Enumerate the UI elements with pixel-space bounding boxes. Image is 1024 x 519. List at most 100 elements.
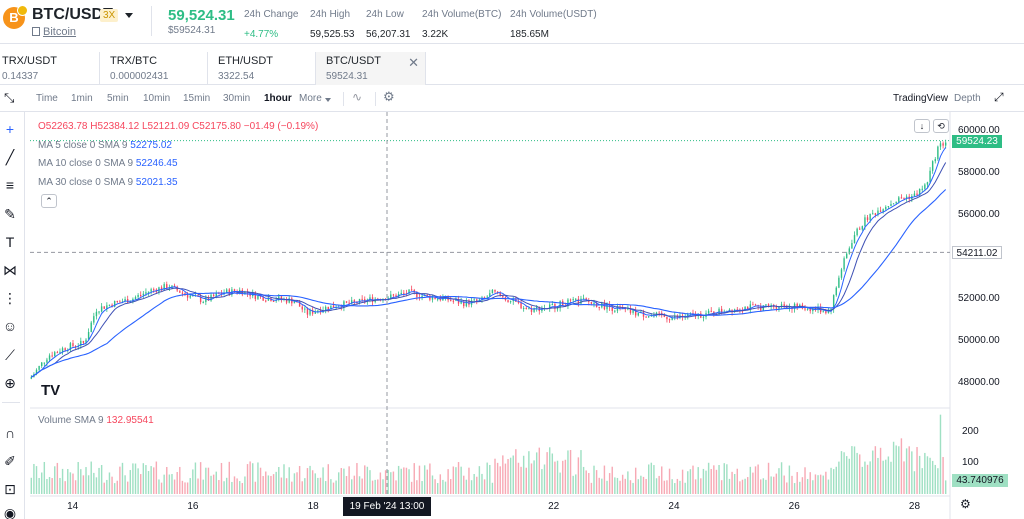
volume-bars: [30, 414, 947, 494]
volume-bar: [233, 476, 236, 494]
interval-time[interactable]: Time: [36, 93, 58, 104]
volume-bar: [522, 455, 525, 494]
candle-body: [280, 296, 283, 300]
lock-icon[interactable]: ⊡: [4, 481, 16, 497]
more-dropdown-icon[interactable]: [325, 98, 331, 102]
magnet-icon[interactable]: ∩: [4, 425, 16, 441]
time-axis-label: 22: [548, 501, 560, 512]
tab-trx-usdt[interactable]: TRX/USDT 0.14337: [0, 52, 100, 85]
text-tool-icon[interactable]: T: [5, 234, 15, 250]
volume-bar: [801, 477, 804, 494]
volume-bar: [160, 482, 163, 494]
interval-5min[interactable]: 5min: [107, 93, 129, 104]
tab-btc-usdt[interactable]: BTC/USDT 59524.31 ✕: [316, 52, 426, 85]
symbol-dropdown-icon[interactable]: [125, 13, 133, 18]
brush-icon[interactable]: ✎: [4, 206, 16, 222]
tab-trx-btc[interactable]: TRX/BTC 0.000002431: [100, 52, 208, 85]
draw-tools-toggle-icon[interactable]: ⤡: [4, 90, 15, 105]
candle-body: [436, 298, 439, 300]
volume-bar: [77, 462, 79, 494]
volume-bar: [311, 470, 314, 494]
fib-icon[interactable]: ⋮: [3, 290, 17, 306]
volume-bar: [507, 459, 509, 494]
stat-label: 24h Low: [366, 9, 404, 20]
candle-body: [809, 308, 811, 312]
volume-bar: [788, 465, 791, 494]
candle-body: [666, 316, 668, 320]
candle-body: [746, 306, 749, 310]
volume-bar: [931, 460, 934, 494]
volume-bar: [121, 462, 124, 494]
horizontal-lines-icon[interactable]: ≡: [5, 177, 15, 193]
lock-drawing-icon[interactable]: ✐: [4, 453, 16, 469]
zoom-in-icon[interactable]: ⊕: [4, 375, 16, 391]
volume-bar: [629, 480, 632, 494]
trend-line-icon[interactable]: ╱: [5, 149, 15, 165]
chart-settings-gear-icon[interactable]: ⚙: [960, 497, 971, 511]
volume-bar: [59, 477, 61, 494]
volume-bar: [577, 457, 580, 494]
candle-body: [153, 289, 155, 291]
reset-chart-icon[interactable]: ⟲: [933, 119, 949, 133]
close-tab-icon[interactable]: ✕: [408, 55, 419, 70]
volume-bar: [194, 462, 197, 494]
eye-icon[interactable]: ◉: [3, 505, 17, 519]
emoji-icon[interactable]: ☺: [2, 318, 18, 334]
volume-bar: [707, 462, 710, 494]
candle-body: [585, 298, 587, 301]
fullscreen-icon[interactable]: ⤢: [994, 90, 1004, 104]
volume-label: Volume SMA 9: [38, 415, 104, 426]
interval-more[interactable]: More: [299, 93, 322, 104]
indicator-icon[interactable]: ∿: [352, 90, 363, 104]
candle-body: [460, 301, 462, 304]
volume-bar: [278, 466, 280, 494]
candle-body: [353, 300, 356, 302]
volume-axis-label: 100: [962, 456, 979, 468]
volume-bar: [736, 468, 738, 494]
candle-body: [218, 293, 220, 295]
settings-gear-icon[interactable]: ⚙: [383, 89, 395, 104]
scroll-to-latest-icon[interactable]: ↓: [914, 119, 930, 133]
volume-bar: [611, 466, 613, 494]
volume-legend[interactable]: Volume SMA 9 132.95541: [38, 415, 154, 426]
interval-30min[interactable]: 30min: [223, 93, 251, 104]
interval-1min[interactable]: 1min: [71, 93, 93, 104]
candle-body: [90, 322, 92, 333]
volume-bar: [650, 462, 653, 494]
volume-bar: [700, 478, 702, 494]
volume-bar: [67, 469, 69, 494]
volume-bar: [551, 453, 554, 494]
volume-bar: [429, 463, 431, 494]
crosshair-icon[interactable]: +: [5, 121, 15, 137]
stat-value: 59,525.53: [310, 29, 355, 40]
candle-body: [674, 315, 676, 318]
candle-body: [627, 308, 629, 310]
candle-body: [309, 309, 311, 315]
volume-bar: [530, 463, 533, 494]
candle-body: [463, 301, 465, 307]
view-depth[interactable]: Depth: [954, 93, 981, 104]
ruler-icon[interactable]: ⟋: [5, 347, 15, 363]
price-chart[interactable]: [0, 112, 1024, 519]
symbol-title[interactable]: BTC/USDT: [32, 6, 113, 23]
volume-bar: [528, 451, 530, 494]
candle-body: [806, 308, 809, 310]
interval-10min[interactable]: 10min: [143, 93, 171, 104]
view-tradingview[interactable]: TradingView: [893, 93, 949, 104]
interval-15min[interactable]: 15min: [183, 93, 211, 104]
pattern-icon[interactable]: ⋈: [3, 262, 17, 278]
ma5-legend[interactable]: MA 5 close 0 SMA 9 52275.02: [38, 140, 172, 151]
interval-1hour[interactable]: 1hour: [264, 93, 292, 104]
volume-bar: [153, 467, 155, 494]
coin-info-link[interactable]: Bitcoin: [32, 26, 76, 38]
candle-body: [835, 287, 837, 296]
candle-body: [189, 295, 191, 298]
tab-eth-usdt[interactable]: ETH/USDT 3322.54: [208, 52, 316, 85]
ma10-legend[interactable]: MA 10 close 0 SMA 9 52246.45: [38, 158, 178, 169]
volume-bar: [668, 468, 671, 494]
ma30-legend[interactable]: MA 30 close 0 SMA 9 52021.35: [38, 177, 178, 188]
candle-body: [51, 355, 53, 357]
candle-body: [478, 299, 481, 301]
volume-bar: [272, 474, 275, 494]
collapse-legend-icon[interactable]: ⌃: [41, 194, 57, 208]
